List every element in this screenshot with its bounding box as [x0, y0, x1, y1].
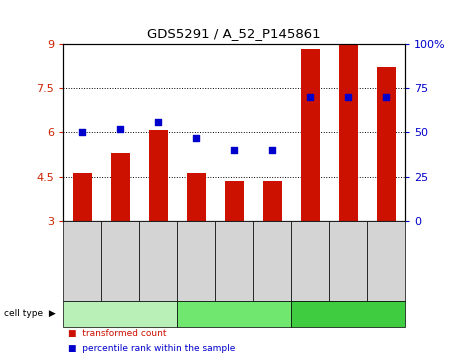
Point: [382, 94, 390, 100]
Text: GSM1094163: GSM1094163: [193, 238, 199, 285]
Point: [117, 126, 124, 132]
Text: GSM1094173: GSM1094173: [345, 238, 351, 285]
Text: T regulatory: T regulatory: [318, 309, 378, 319]
Text: ■  percentile rank within the sample: ■ percentile rank within the sample: [68, 344, 235, 353]
Point: [306, 94, 314, 100]
Bar: [148, 130, 167, 221]
Text: GSM1094165: GSM1094165: [269, 238, 275, 285]
Text: GSM1094172: GSM1094172: [307, 238, 313, 285]
Point: [78, 130, 86, 135]
Bar: [377, 67, 396, 221]
Text: GSM1094167: GSM1094167: [117, 238, 123, 285]
Text: cell type  ▶: cell type ▶: [4, 310, 56, 318]
Bar: [301, 49, 320, 221]
Point: [230, 147, 238, 153]
Point: [154, 119, 162, 125]
Point: [268, 147, 275, 153]
Bar: [72, 172, 91, 221]
Bar: [186, 172, 206, 221]
Text: T helper 2: T helper 2: [209, 309, 259, 319]
Text: GSM1094166: GSM1094166: [79, 238, 85, 285]
Text: ■  transformed count: ■ transformed count: [68, 330, 166, 338]
Bar: [111, 153, 130, 221]
Bar: [225, 182, 243, 221]
Bar: [338, 45, 357, 221]
Text: T helper 9: T helper 9: [95, 309, 145, 319]
Point: [344, 94, 351, 100]
Text: GSM1094168: GSM1094168: [155, 238, 161, 285]
Bar: [262, 182, 282, 221]
Text: GSM1094174: GSM1094174: [383, 238, 389, 285]
Title: GDS5291 / A_52_P145861: GDS5291 / A_52_P145861: [147, 26, 321, 40]
Text: GSM1094164: GSM1094164: [231, 238, 237, 285]
Point: [193, 135, 200, 141]
